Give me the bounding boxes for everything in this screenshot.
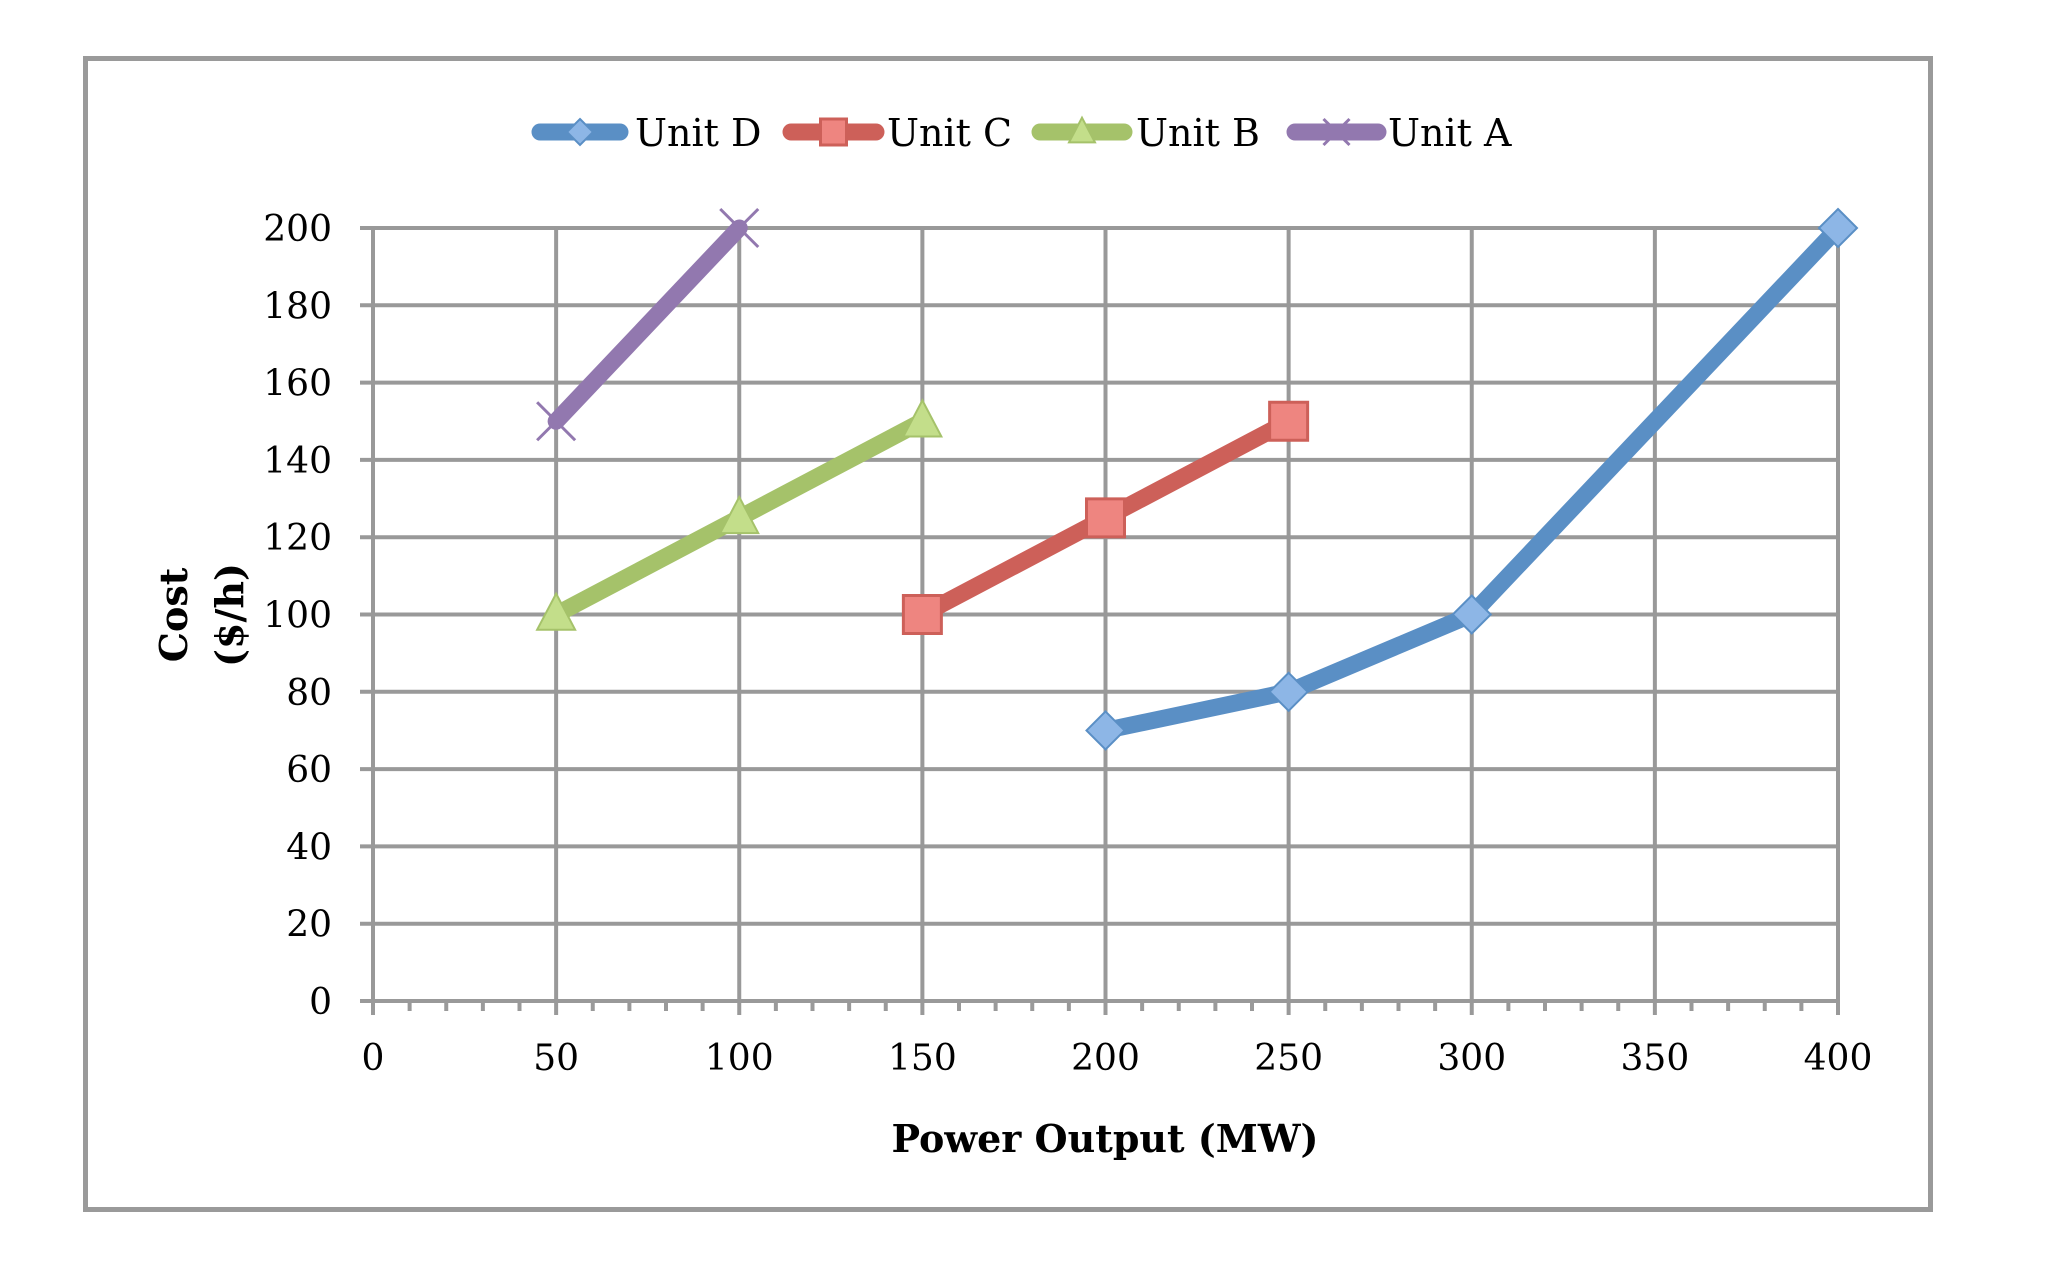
y-tick-label: 20 [286,905,332,946]
diamond-shape [565,117,595,147]
gridlines [360,226,1840,1015]
legend-label: Unit A [1388,111,1512,155]
x-tick-label: 0 [362,1038,385,1079]
diamond-marker-icon [1085,710,1126,751]
square-shape [901,594,943,635]
diamond-marker-icon [565,117,595,147]
triangle-shape [718,494,760,535]
square-marker-icon [819,117,848,147]
chart-frame [83,56,1933,1212]
square-marker-icon [901,594,943,635]
x-marker-icon [536,401,577,442]
y-tick-label: 200 [263,209,332,250]
series-unit-a [536,207,760,442]
triangle-shape [1067,115,1097,144]
triangle-shape [535,591,577,631]
triangle-shape [901,398,944,438]
series-line [547,219,748,430]
y-tick-label: 180 [263,286,332,327]
y-tick-label: 160 [263,364,332,405]
triangle-marker-icon [535,591,577,631]
triangle-marker-icon [1067,115,1097,144]
series-unit-d [1085,207,1859,751]
x-axis-title: Power Output (MW) [892,1116,1319,1161]
legend: Unit D Unit C Unit B Unit A [531,111,1512,155]
y-axis-title-line-2: ($/h) [207,563,252,667]
diamond-shape [1817,207,1859,249]
diamond-shape [1085,710,1126,751]
legend-label: Unit C [887,111,1012,155]
x-marker-icon [1322,117,1351,147]
legend-item-unit-a: Unit A [1286,111,1512,155]
series-unit-c [901,400,1310,635]
y-tick-label: 80 [286,673,332,714]
y-axis-title: Cost ($/h) [151,563,252,667]
x-marker-icon [719,207,760,249]
x-stroke [536,401,577,442]
y-tick-label: 120 [263,518,332,559]
x-tick-label: 150 [888,1038,957,1079]
legend-label: Unit B [1136,111,1260,155]
diamond-marker-icon [1268,671,1310,713]
triangle-marker-icon [901,398,944,438]
x-tick-label: 100 [705,1038,774,1079]
y-axis-title-line-1: Cost [151,567,196,662]
series-line [1097,219,1847,739]
legend-item-unit-d: Unit D [531,111,761,155]
diamond-shape [1451,594,1493,635]
x-tick-label: 50 [533,1038,579,1079]
y-tick-label: 140 [263,441,332,482]
y-tick-label: 0 [309,982,332,1023]
y-tick-label: 100 [263,596,332,637]
diamond-marker-icon [1451,594,1493,635]
diamond-shape [1268,671,1310,713]
triangle-marker-icon [718,494,760,535]
y-tick-label: 40 [286,827,332,868]
x-tick-label: 300 [1437,1038,1506,1079]
legend-item-unit-c: Unit C [782,111,1012,155]
square-marker-icon [1085,497,1126,539]
square-shape [1268,400,1310,442]
diamond-marker-icon [1817,207,1859,249]
square-marker-icon [1268,400,1310,442]
x-stroke [719,207,760,249]
x-tick-label: 200 [1071,1038,1140,1079]
x-stroke [1322,117,1351,147]
legend-item-unit-b: Unit B [1031,111,1260,155]
square-shape [819,117,848,147]
x-tick-label: 350 [1621,1038,1690,1079]
legend-label: Unit D [635,111,761,155]
axes: 0 20 40 60 80 100 120 140 160 180 200 0 50 100 150 200 2… [263,209,1872,1079]
plot-series [535,207,1859,751]
series-unit-b [535,398,944,631]
x-tick-label: 400 [1804,1038,1873,1079]
y-tick-label: 60 [286,750,332,791]
square-shape [1085,497,1126,539]
x-tick-label: 250 [1254,1038,1323,1079]
